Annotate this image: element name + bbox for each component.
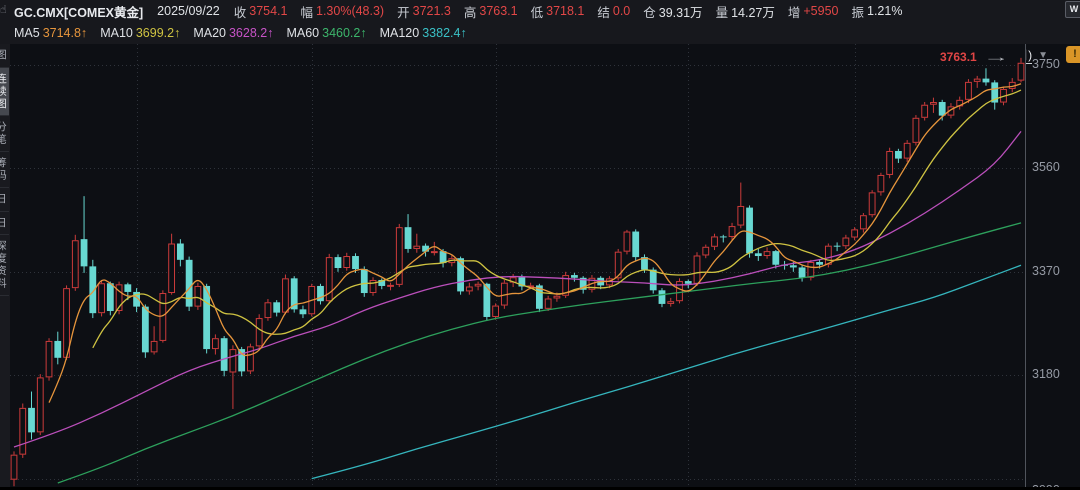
notice-icon[interactable]: ! <box>1066 46 1080 63</box>
bottom-strip <box>0 487 1080 490</box>
quote-fields: 收 3754.1 幅 1.30%(48.3) 开 3721.3 高 3763.1 低 3718.1… <box>234 2 903 21</box>
price-tick-3750: 3750 <box>1032 57 1060 71</box>
ma-entry-MA10: MA10 3699.2↑ <box>100 26 180 40</box>
ma-label: MA10 <box>100 26 133 40</box>
quote-field-label: 增 <box>787 5 801 20</box>
high-price-value: 3763.1 <box>940 50 977 64</box>
quote-field-value: 3763.1 <box>479 4 518 18</box>
quote-field-振: 振 1.21% <box>851 2 902 21</box>
quote-field-value: 1.21% <box>867 4 903 18</box>
price-tick-3560: 3560 <box>1032 160 1060 175</box>
ma-value: 3382.4↑ <box>422 26 467 40</box>
quote-field-高: 高 3763.1 <box>464 2 518 21</box>
quote-field-收: 收 3754.1 <box>234 2 288 21</box>
quote-field-结: 结 0.0 <box>597 2 630 21</box>
high-price-tag: 3763.1 → <box>940 50 1009 64</box>
sidebar-item-深度资料[interactable]: 深度资料 <box>0 235 9 296</box>
quote-field-value: 3718.1 <box>546 4 585 18</box>
sidebar-item-连续图[interactable]: 连续图 <box>0 67 9 116</box>
quote-field-value: 39.31万 <box>658 5 703 20</box>
ma-value: 3714.8↑ <box>42 26 88 40</box>
quote-field-量: 量 14.27万 <box>716 2 775 21</box>
quote-field-增: 增 +5950 <box>788 2 839 21</box>
ma-entry-MA20: MA20 3628.2↑ <box>193 26 273 40</box>
quote-field-value: 0.0 <box>612 4 631 18</box>
quote-field-value: 14.27万 <box>731 5 775 20</box>
sidebar-item-分笔[interactable]: 分笔 <box>0 116 9 152</box>
quote-field-label: 量 <box>715 5 729 20</box>
kline-canvas[interactable] <box>10 44 1025 487</box>
quote-field-label: 低 <box>530 5 544 20</box>
quote-field-label: 开 <box>397 5 410 20</box>
quote-field-低: 低 3718.1 <box>531 2 585 21</box>
sidebar-item-日[interactable]: 日 <box>0 188 9 212</box>
quote-field-label: 高 <box>463 5 477 20</box>
ma-label: MA5 <box>14 26 40 40</box>
quote-field-value: 1.30%(48.3) <box>316 4 385 18</box>
price-axis: 3750 3560 3370 3180 2990 <box>1025 44 1080 490</box>
ma-value: 3699.2↑ <box>135 26 181 40</box>
right-arrow-icon: → <box>982 50 1010 64</box>
quote-date: 2025/09/22 <box>157 4 220 18</box>
ma-value: 3460.2↑ <box>322 26 367 40</box>
ma-entry-MA5: MA5 3714.8↑ <box>14 26 87 40</box>
quote-field-幅: 幅 1.30%(48.3) <box>300 2 384 21</box>
quote-field-label: 收 <box>233 5 247 20</box>
ma-entries: MA5 3714.8↑ MA10 3699.2↑ MA20 3628.2↑ MA60 3460… <box>14 26 467 40</box>
quote-bar: ☝ GC.CMX[COMEX黄金] 2025/09/22 收 3754.1 幅 1.3… <box>0 0 1080 22</box>
ma-entry-MA60: MA60 3460.2↑ <box>286 26 366 40</box>
quote-field-开: 开 3721.3 <box>397 2 451 21</box>
quote-field-label: 结 <box>597 5 610 20</box>
ma-indicator-bar: ⇅ MA53714.8↑MA103699.2↑MA203628.2↑MA6034… <box>0 22 1080 64</box>
quote-field-value: +5950 <box>803 4 839 18</box>
ma-label: MA60 <box>286 26 320 40</box>
window-logo-icon[interactable]: W <box>1065 1 1080 18</box>
ma-label: MA120 <box>379 26 420 40</box>
ma-label: MA20 <box>193 26 226 40</box>
quote-field-value: 3721.3 <box>412 4 451 18</box>
ma-value: 3628.2↑ <box>228 26 274 40</box>
quote-field-label: 仓 <box>643 5 656 20</box>
symbol-title: GC.CMX[COMEX黄金] <box>14 5 144 20</box>
sidebar-item-图[interactable]: 图 <box>0 44 9 68</box>
sidebar-item-筹码[interactable]: 筹码 <box>0 152 9 188</box>
quote-field-label: 振 <box>851 5 864 20</box>
quote-field-value: 3754.1 <box>249 4 288 18</box>
price-tick-2990: 2990 <box>1032 483 1060 490</box>
ma-entry-MA120: MA120 3382.4↑ <box>380 26 467 40</box>
price-tick-3180: 3180 <box>1032 367 1060 382</box>
chevron-down-icon[interactable]: ▼ <box>1038 49 1048 61</box>
quote-field-label: 幅 <box>300 5 313 20</box>
sidebar-item-日[interactable]: 日 <box>0 212 9 235</box>
price-tick-3370: 3370 <box>1032 263 1060 278</box>
quote-field-仓: 仓 39.31万 <box>643 2 702 21</box>
clipped-icon-top: ☝ <box>0 4 7 16</box>
